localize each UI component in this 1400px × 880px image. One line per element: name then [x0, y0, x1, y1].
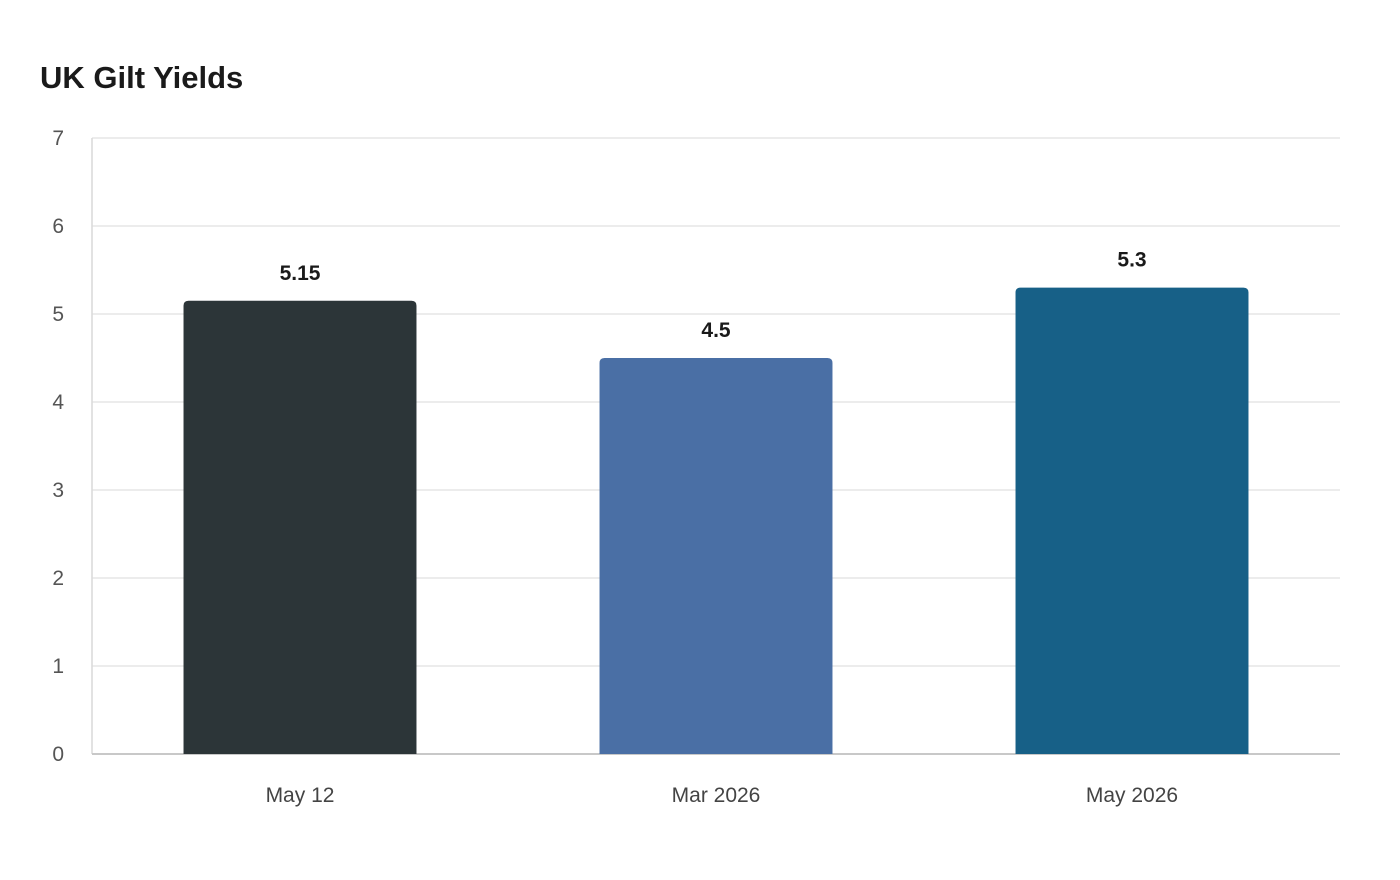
- x-tick-label: Mar 2026: [672, 784, 761, 807]
- y-tick-label: 6: [52, 215, 64, 238]
- y-tick-label: 4: [52, 391, 64, 414]
- y-tick-label: 1: [52, 655, 64, 678]
- y-tick-label: 0: [52, 743, 64, 766]
- labels: 0 1 2 3 4 5 6 7 5.15 May 12 4.5 Mar 2026 5.3 May 2026: [52, 127, 1178, 807]
- x-tick-label: May 2026: [1086, 784, 1178, 807]
- data-label: 5.3: [1117, 249, 1146, 272]
- y-tick-label: 3: [52, 479, 64, 502]
- y-tick-label: 7: [52, 127, 64, 150]
- x-tick-label: May 12: [266, 784, 335, 807]
- y-tick-label: 2: [52, 567, 64, 590]
- data-label: 5.15: [280, 262, 321, 285]
- bar: [1015, 287, 1249, 754]
- y-tick-label: 5: [52, 303, 64, 326]
- data-label: 4.5: [701, 319, 731, 342]
- bars: [183, 287, 1249, 754]
- bar: [183, 300, 417, 754]
- chart-title: UK Gilt Yields: [40, 60, 244, 95]
- bar: [599, 358, 833, 754]
